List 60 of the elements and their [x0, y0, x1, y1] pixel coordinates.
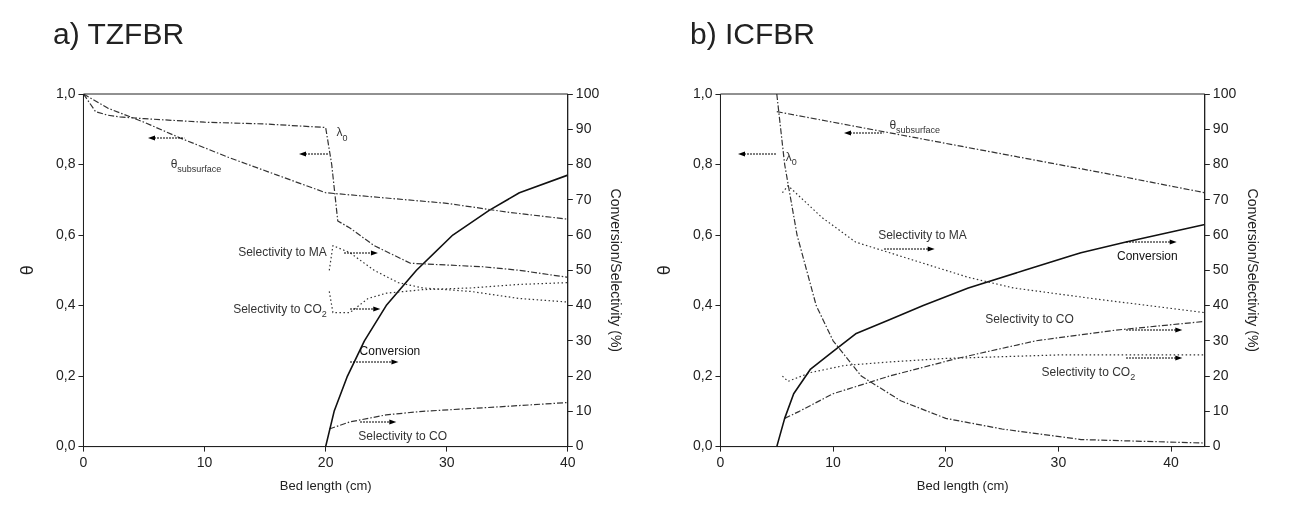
y2-tick-label: 20 [575, 366, 592, 383]
x-tick-label: 30 [1050, 453, 1067, 470]
series-label: Selectivity to CO [985, 312, 1074, 327]
y2-tick-label: 60 [1212, 225, 1229, 242]
x-axis-title: Bed length (cm) [279, 477, 372, 493]
y2-tick-label: 80 [575, 155, 592, 172]
chart-title: a) TZFBR [53, 17, 185, 51]
y-tick-label: 0,4 [692, 296, 713, 313]
line-series [328, 401, 568, 430]
y2-axis-title: Conversion/Selectivity (%) [1244, 188, 1261, 352]
series-label: Selectivity to MA [238, 245, 327, 260]
y-tick-label: 0,6 [692, 225, 713, 242]
y2-tick-label: 100 [575, 84, 600, 101]
y2-tick-label: 30 [1212, 331, 1229, 348]
y2-tick-label: 30 [575, 331, 592, 348]
y-tick-label: 0,2 [692, 366, 713, 383]
line-series [776, 94, 1205, 444]
y-axis-title: θ [17, 265, 38, 276]
y-tick-label: 1,0 [692, 84, 713, 101]
y2-tick-label: 70 [575, 190, 592, 207]
y2-tick-label: 50 [1212, 261, 1229, 278]
x-tick-label: 20 [937, 453, 954, 470]
x-tick-label: 10 [196, 453, 213, 470]
x-tick-label: 20 [317, 453, 334, 470]
y-tick-label: 0,8 [55, 155, 76, 172]
x-tick-label: 40 [1163, 453, 1180, 470]
y2-tick-label: 0 [1212, 437, 1221, 454]
x-tick-label: 40 [560, 453, 576, 470]
y2-tick-label: 90 [1212, 120, 1229, 137]
series-label: Selectivity to CO [358, 428, 448, 443]
y2-tick-label: 70 [1212, 190, 1229, 207]
x-tick-label: 0 [79, 453, 88, 470]
y2-tick-label: 100 [1212, 84, 1237, 101]
y2-axis-title: Conversion/Selectivity (%) [607, 188, 624, 352]
y2-tick-label: 10 [1212, 402, 1229, 419]
y2-tick-label: 60 [575, 225, 592, 242]
y2-tick-label: 0 [575, 437, 584, 454]
series-label: Selectivity to MA [878, 227, 967, 242]
series-label: Conversion [1116, 248, 1178, 263]
y-tick-label: 0,0 [55, 437, 76, 454]
x-tick-label: 0 [716, 453, 725, 470]
y-tick-label: 1,0 [55, 84, 76, 101]
y2-tick-label: 50 [575, 261, 592, 278]
y2-tick-label: 20 [1212, 366, 1229, 383]
y-tick-label: 0,0 [692, 437, 713, 454]
y2-tick-label: 10 [575, 402, 592, 419]
y-tick-label: 0,8 [692, 155, 713, 172]
x-axis-title: Bed length (cm) [916, 477, 1009, 493]
y-tick-label: 0,6 [55, 225, 76, 242]
y2-tick-label: 40 [1212, 296, 1229, 313]
y2-tick-label: 90 [575, 120, 592, 137]
x-tick-label: 30 [438, 453, 455, 470]
y-tick-label: 0,4 [55, 296, 76, 313]
y-tick-label: 0,2 [55, 366, 76, 383]
y2-tick-label: 80 [1212, 155, 1229, 172]
y2-tick-label: 40 [575, 296, 592, 313]
y-axis-title: θ [654, 265, 675, 276]
x-tick-label: 10 [825, 453, 842, 470]
chart-title: b) ICFBR [690, 17, 816, 51]
series-label: Conversion [359, 343, 421, 358]
